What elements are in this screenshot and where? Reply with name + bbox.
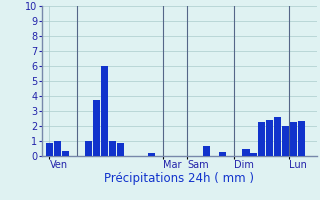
X-axis label: Précipitations 24h ( mm ): Précipitations 24h ( mm ) bbox=[104, 172, 254, 185]
Bar bbox=[117, 143, 124, 156]
Bar bbox=[219, 152, 226, 156]
Bar bbox=[298, 121, 305, 156]
Bar bbox=[266, 120, 273, 156]
Bar bbox=[101, 66, 108, 156]
Bar bbox=[282, 126, 289, 156]
Bar bbox=[274, 117, 281, 156]
Bar bbox=[250, 153, 257, 156]
Bar bbox=[258, 121, 265, 156]
Bar bbox=[243, 148, 250, 156]
Bar bbox=[54, 141, 61, 156]
Bar bbox=[203, 146, 210, 156]
Bar bbox=[93, 100, 100, 156]
Bar bbox=[85, 141, 92, 156]
Bar bbox=[148, 153, 155, 156]
Bar bbox=[290, 121, 297, 156]
Bar bbox=[109, 141, 116, 156]
Bar bbox=[62, 151, 69, 156]
Bar bbox=[46, 143, 53, 156]
